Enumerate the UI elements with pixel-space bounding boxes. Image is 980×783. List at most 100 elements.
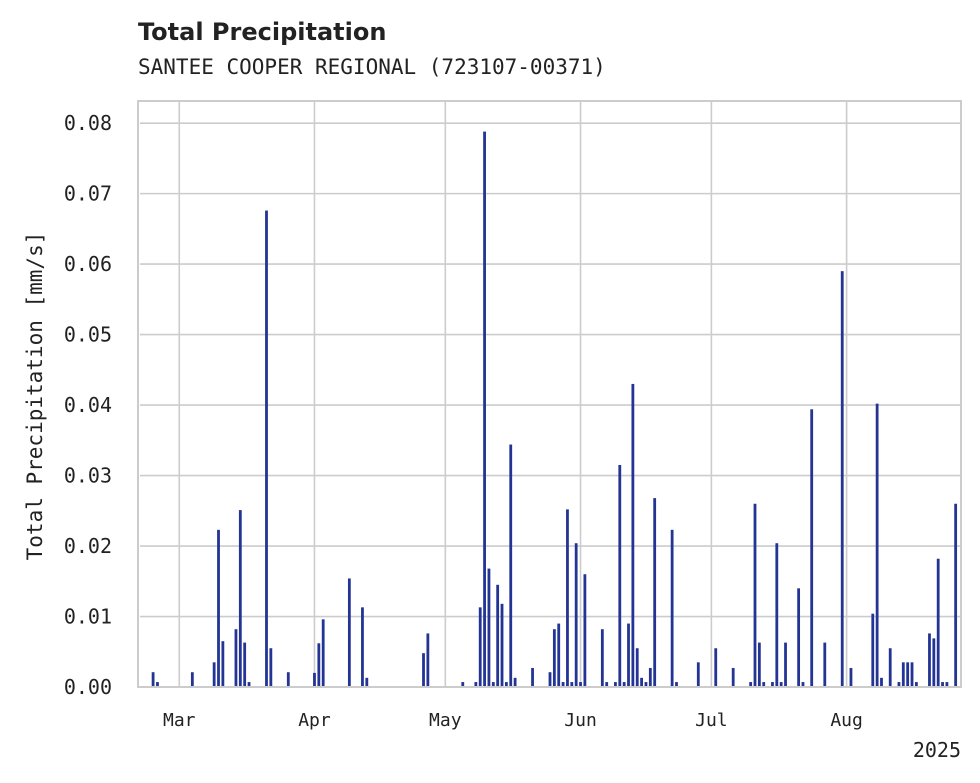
- precipitation-bar: [810, 409, 814, 687]
- precipitation-bar: [954, 503, 958, 687]
- precipitation-bar: [151, 672, 155, 687]
- precipitation-bar: [771, 682, 774, 687]
- precipitation-bar: [579, 682, 582, 687]
- precipitation-bar: [941, 682, 944, 687]
- x-axis-year-label: 2025: [913, 738, 961, 762]
- x-tick-label: Jul: [695, 710, 728, 731]
- precipitation-bar: [265, 210, 268, 688]
- precipitation-bar: [779, 682, 783, 687]
- precipitation-bar: [557, 623, 561, 687]
- precipitation-bar: [775, 543, 779, 687]
- precipitation-bar: [317, 643, 321, 687]
- precipitation-bar: [478, 607, 482, 687]
- precipitation-bar: [653, 498, 657, 687]
- y-tick-label: 0.08: [64, 111, 112, 135]
- y-tick-label: 0.06: [64, 252, 112, 276]
- precipitation-bar: [574, 543, 578, 687]
- precipitation-bar: [347, 578, 351, 687]
- precipitation-bar: [247, 682, 251, 687]
- precipitation-bar: [566, 509, 569, 687]
- precipitation-bar: [714, 648, 718, 687]
- y-tick-label: 0.07: [64, 182, 112, 206]
- x-tick-label: Jun: [564, 710, 597, 731]
- precipitation-bar: [622, 682, 626, 687]
- y-axis-ticks: 0.00 0.01 0.02 0.03 0.04 0.05 0.06 0.07 0.08: [64, 111, 112, 699]
- x-tick-label: Aug: [830, 710, 863, 731]
- y-tick-label: 0.05: [64, 323, 112, 347]
- precipitation-bar: [491, 682, 495, 687]
- precipitation-bar: [897, 682, 901, 687]
- precipitation-bar: [635, 648, 639, 687]
- precipitation-bar: [731, 667, 735, 687]
- precipitation-bar: [548, 672, 552, 687]
- precipitation-bar: [753, 503, 757, 687]
- precipitation-bars: [151, 131, 958, 688]
- precipitation-bar: [234, 629, 238, 687]
- precipitation-bar: [365, 677, 369, 687]
- precipitation-bar: [888, 648, 892, 687]
- precipitation-bar: [212, 662, 216, 687]
- precipitation-bar: [361, 607, 364, 687]
- precipitation-bar: [614, 682, 617, 687]
- precipitation-bar: [269, 648, 273, 687]
- precipitation-bar: [936, 558, 940, 687]
- precipitation-bar: [675, 682, 678, 687]
- precipitation-bar: [910, 662, 914, 687]
- precipitation-bar: [640, 677, 643, 687]
- x-tick-label: Mar: [163, 710, 196, 731]
- precipitation-bar: [871, 613, 875, 687]
- precipitation-bar: [496, 584, 500, 687]
- precipitation-bar: [840, 271, 844, 687]
- precipitation-bar: [670, 529, 674, 687]
- precipitation-bar: [321, 619, 325, 687]
- precipitation-bar: [600, 629, 604, 687]
- y-gridlines: [140, 122, 960, 688]
- precipitation-bar: [906, 662, 910, 687]
- chart-subtitle: SANTEE COOPER REGIONAL (723107-00371): [138, 55, 606, 79]
- precipitation-bar: [784, 642, 787, 687]
- precipitation-bar: [570, 682, 574, 687]
- precipitation-bar: [221, 641, 225, 687]
- precipitation-bar: [483, 131, 486, 688]
- precipitation-bar: [932, 638, 936, 687]
- precipitation-bar: [762, 682, 766, 687]
- precipitation-bar: [474, 682, 478, 687]
- precipitation-bar: [561, 682, 565, 687]
- y-tick-label: 0.03: [64, 464, 112, 488]
- precipitation-bar: [156, 682, 159, 687]
- precipitation-bar: [243, 642, 247, 687]
- precipitation-bar: [509, 444, 513, 687]
- precipitation-bar: [504, 682, 508, 687]
- precipitation-bar: [797, 588, 801, 687]
- plot-frame: [137, 100, 962, 688]
- precipitation-bar: [286, 672, 290, 687]
- precipitation-bar: [627, 623, 630, 687]
- precipitation-bar: [531, 667, 534, 687]
- precipitation-bar: [461, 682, 465, 687]
- precipitation-bar: [901, 662, 905, 687]
- precipitation-bar: [313, 672, 316, 687]
- precipitation-bar: [422, 653, 425, 687]
- precipitation-bar: [552, 629, 556, 687]
- precipitation-bar: [880, 677, 883, 687]
- precipitation-bar: [583, 574, 587, 687]
- precipitation-bar: [696, 662, 700, 687]
- precipitation-bar: [605, 682, 609, 687]
- precipitation-bar: [749, 682, 753, 687]
- precipitation-bar: [487, 568, 491, 687]
- precipitation-bar: [801, 682, 805, 687]
- y-axis-label: Total Precipitation [mm/s]: [23, 232, 47, 561]
- precipitation-bar: [823, 642, 827, 687]
- y-tick-label: 0.02: [64, 534, 112, 558]
- precipitation-bar: [928, 633, 931, 687]
- precipitation-bar: [875, 403, 879, 687]
- precipitation-bar: [618, 464, 622, 687]
- y-tick-label: 0.00: [64, 675, 112, 699]
- precipitation-bar: [426, 633, 430, 687]
- x-tick-label: May: [429, 710, 462, 731]
- x-axis-ticks: Mar Apr May Jun Jul Aug: [163, 710, 863, 731]
- precipitation-bar: [648, 667, 652, 687]
- precipitation-bar: [217, 529, 220, 687]
- precipitation-bar: [190, 672, 194, 687]
